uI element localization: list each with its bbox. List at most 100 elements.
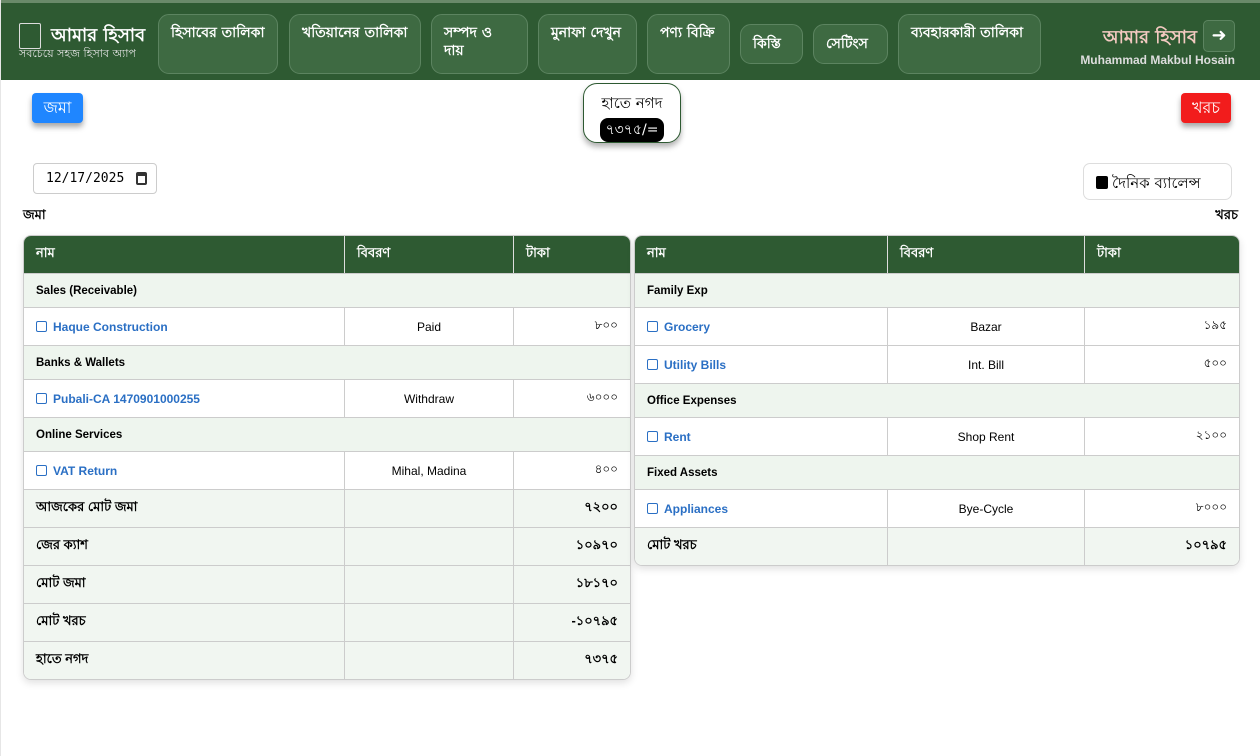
nav-ledger-list[interactable]: খতিয়ানের তালিকা: [289, 14, 421, 74]
group-name: Family Exp: [635, 273, 1239, 307]
nav-profit[interactable]: মুনাফা দেখুন: [538, 14, 637, 74]
calculator-icon: [19, 23, 41, 49]
sign-out-icon[interactable]: ➜: [1203, 20, 1235, 52]
nav-settings[interactable]: সেটিংস: [813, 24, 888, 64]
item-desc: Int. Bill: [888, 345, 1085, 383]
deposit-button[interactable]: জমা: [32, 93, 83, 123]
group-name: Sales (Receivable): [24, 273, 630, 307]
total-label: হাতে নগদ: [24, 641, 345, 679]
item-name-link[interactable]: Pubali-CA 1470901000255: [24, 379, 345, 417]
item-name-link[interactable]: Haque Construction: [24, 307, 345, 345]
item-name-link[interactable]: Utility Bills: [635, 345, 888, 383]
total-row: মোট খরচ -১০৭৯৫: [24, 603, 630, 641]
deposit-table: নাম বিবরণ টাকা Sales (Receivable) Haque Cons…: [23, 235, 631, 680]
table-header: নাম বিবরণ টাকা: [635, 236, 1239, 273]
group-row: Online Services: [24, 417, 630, 451]
nav-account-list[interactable]: হিসাবের তালিকা: [158, 14, 278, 74]
group-row: Family Exp: [635, 273, 1239, 307]
calendar-icon[interactable]: [136, 172, 147, 185]
total-amount: ১৮১৭০: [514, 565, 630, 603]
edit-icon[interactable]: [36, 392, 47, 404]
total-label: জের ক্যাশ: [24, 527, 345, 565]
total-row: জের ক্যাশ ১০৯৭০: [24, 527, 630, 565]
empty-cell: [345, 565, 514, 603]
nav-installment[interactable]: কিস্তি: [740, 24, 803, 64]
date-input[interactable]: 12/17/2025: [33, 163, 157, 194]
item-desc: Mihal, Madina: [345, 451, 514, 489]
total-label: মোট জমা: [24, 565, 345, 603]
empty-cell: [345, 641, 514, 679]
edit-icon[interactable]: [36, 464, 47, 476]
item-name-link[interactable]: Rent: [635, 417, 888, 455]
empty-cell: [888, 527, 1085, 565]
column-header: নাম: [635, 236, 888, 273]
item-amount: ৮০০: [514, 307, 630, 345]
edit-icon[interactable]: [647, 430, 658, 442]
item-name[interactable]: Rent: [664, 429, 691, 444]
group-name: Office Expenses: [635, 383, 1239, 417]
calendar-icon: [1096, 176, 1108, 189]
edit-icon[interactable]: [647, 320, 658, 332]
item-name[interactable]: Utility Bills: [664, 357, 727, 372]
expense-section-label: খরচ: [1215, 208, 1238, 223]
cash-value: ৭৩৭৫/=: [599, 118, 665, 142]
group-name: Online Services: [24, 417, 630, 451]
expense-button[interactable]: খরচ: [1181, 93, 1231, 123]
brand-tagline: সবচেয়ে সহজ হিসাব অ্যাপ: [19, 47, 136, 60]
group-name: Fixed Assets: [635, 455, 1239, 489]
total-label: আজকের মোট জমা: [24, 489, 345, 527]
table-row: Utility Bills Int. Bill ৫০০: [635, 345, 1239, 383]
total-amount: ১০৭৯৫: [1085, 527, 1239, 565]
item-desc: Paid: [345, 307, 514, 345]
total-amount: ১০৯৭০: [514, 527, 630, 565]
edit-icon[interactable]: [36, 320, 47, 332]
nav-assets-liabilities[interactable]: সম্পদ ও দায়: [431, 14, 528, 74]
table-row: Pubali-CA 1470901000255 Withdraw ৬০০০: [24, 379, 630, 417]
column-header: টাকা: [1085, 236, 1239, 273]
empty-cell: [345, 527, 514, 565]
expense-table: নাম বিবরণ টাকা Family Exp Grocery Bazar ১৯৫ Uti…: [634, 235, 1240, 566]
user-name: Muhammad Makbul Hosain: [1080, 53, 1235, 67]
item-name[interactable]: Haque Construction: [53, 319, 168, 334]
total-row: মোট জমা ১৮১৭০: [24, 565, 630, 603]
item-name[interactable]: Grocery: [664, 319, 711, 334]
item-amount: ৮০০০: [1085, 489, 1239, 527]
item-desc: Shop Rent: [888, 417, 1085, 455]
total-amount: ৭২০০: [514, 489, 630, 527]
cash-label: হাতে নগদ: [601, 94, 663, 112]
table-row: VAT Return Mihal, Madina ৪০০: [24, 451, 630, 489]
brand-name: আমার হিসাব: [51, 25, 146, 46]
total-row: আজকের মোট জমা ৭২০০: [24, 489, 630, 527]
item-name[interactable]: Pubali-CA 1470901000255: [53, 391, 200, 406]
item-amount: ৫০০: [1085, 345, 1239, 383]
empty-cell: [345, 603, 514, 641]
group-row: Office Expenses: [635, 383, 1239, 417]
table-row: Grocery Bazar ১৯৫: [635, 307, 1239, 345]
table-row: Appliances Bye-Cycle ৮০০০: [635, 489, 1239, 527]
item-name-link[interactable]: Grocery: [635, 307, 888, 345]
column-header: টাকা: [514, 236, 630, 273]
item-amount: ৪০০: [514, 451, 630, 489]
item-amount: ২১০০: [1085, 417, 1239, 455]
deposit-section-label: জমা: [23, 208, 46, 223]
daily-balance-button[interactable]: দৈনিক ব্যালেন্স: [1083, 163, 1232, 200]
total-label: মোট খরচ: [24, 603, 345, 641]
nav-user-list[interactable]: ব্যবহারকারী তালিকা: [898, 14, 1041, 74]
edit-icon[interactable]: [647, 502, 658, 514]
table-row: Haque Construction Paid ৮০০: [24, 307, 630, 345]
table-header: নাম বিবরণ টাকা: [24, 236, 630, 273]
date-value: 12/17/2025: [46, 171, 125, 186]
empty-cell: [345, 489, 514, 527]
total-row: মোট খরচ ১০৭৯৫: [635, 527, 1239, 565]
group-row: Banks & Wallets: [24, 345, 630, 379]
item-name-link[interactable]: Appliances: [635, 489, 888, 527]
item-name-link[interactable]: VAT Return: [24, 451, 345, 489]
group-row: Sales (Receivable): [24, 273, 630, 307]
edit-icon[interactable]: [647, 358, 658, 370]
item-name[interactable]: VAT Return: [53, 463, 118, 478]
cash-in-hand-badge: হাতে নগদ ৭৩৭৫/=: [583, 83, 681, 143]
table-row: Rent Shop Rent ২১০০: [635, 417, 1239, 455]
item-name[interactable]: Appliances: [664, 501, 729, 516]
total-amount: ৭৩৭৫: [514, 641, 630, 679]
nav-product-sale[interactable]: পণ্য বিক্রি: [647, 14, 730, 74]
